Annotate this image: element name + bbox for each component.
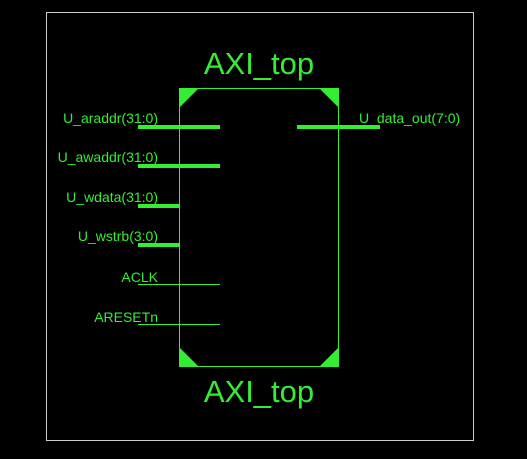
corner-marker-top-right [319,88,339,108]
pin-wire-u-wdata[interactable] [138,204,180,208]
input-pins: U_araddr(31:0) U_awaddr(31:0) U_wdata(31… [58,110,220,325]
pin-wire-u-data-out[interactable] [297,125,380,129]
block-title-bottom: AXI_top [204,374,314,409]
corner-marker-top-left [179,88,199,108]
block-body[interactable] [179,88,339,367]
block-title-top: AXI_top [204,46,314,81]
pin-label-aclk: ACLK [121,269,158,285]
pin-label-u-wstrb: U_wstrb(3:0) [78,228,158,244]
corner-marker-bottom-left [179,347,199,367]
pin-label-aresetn: ARESETn [94,309,158,325]
corner-marker-bottom-right [319,347,339,367]
output-pins: U_data_out(7:0) [297,110,460,129]
pin-wire-u-wstrb[interactable] [138,243,180,247]
pin-wire-u-awaddr[interactable] [138,164,220,168]
pin-label-u-araddr: U_araddr(31:0) [63,110,158,126]
pin-label-u-wdata: U_wdata(31:0) [66,189,158,205]
pin-label-u-awaddr: U_awaddr(31:0) [58,149,158,165]
pin-wire-u-araddr[interactable] [138,125,220,129]
sheet-frame [46,12,474,441]
pin-label-u-data-out: U_data_out(7:0) [359,110,460,126]
